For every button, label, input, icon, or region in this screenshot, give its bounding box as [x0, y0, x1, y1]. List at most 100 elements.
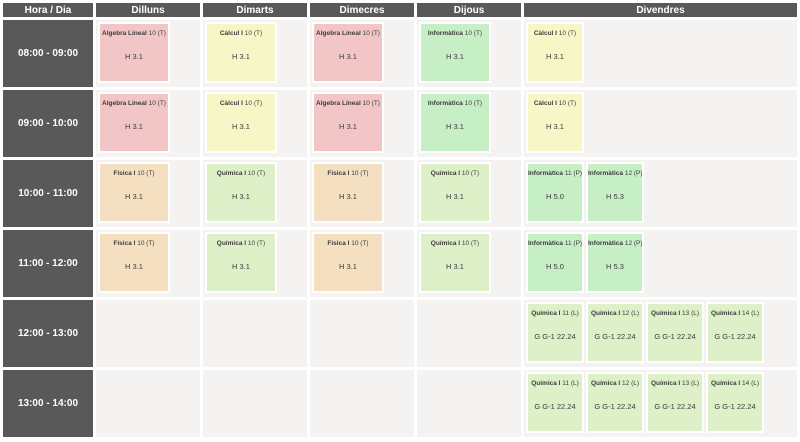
event-card[interactable]: Informàtica 12 (P) H 5.3 — [586, 162, 644, 223]
event-card[interactable]: Química I 11 (L) G G-1 22.24 — [526, 372, 584, 433]
event-card[interactable]: Física I 10 (T) H 3.1 — [312, 232, 384, 293]
event-card[interactable]: Química I 13 (L) G G-1 22.24 — [646, 372, 704, 433]
event-title: Física I 10 (T) — [100, 170, 168, 178]
event-group-type: 14 (L) — [742, 380, 760, 387]
event-card[interactable]: Informàtica 10 (T) H 3.1 — [419, 92, 491, 153]
event-room: H 3.1 — [339, 192, 357, 201]
event-card[interactable]: Química I 11 (L) G G-1 22.24 — [526, 302, 584, 363]
event-subject: Química I — [650, 380, 681, 387]
event-title: Química I 12 (L) — [588, 310, 642, 318]
event-title: Química I 11 (L) — [528, 310, 582, 318]
event-title: Informàtica 11 (P) — [528, 170, 582, 178]
event-group-type: 11 (P) — [564, 170, 582, 177]
cell-dimarts-1: Càlcul I 10 (T) H 3.1 — [203, 90, 307, 157]
event-group-type: 10 (T) — [244, 100, 263, 107]
event-card[interactable]: Càlcul I 10 (T) H 3.1 — [526, 22, 584, 83]
event-card[interactable]: Física I 10 (T) H 3.1 — [98, 162, 170, 223]
day-header-dimarts: Dimarts — [203, 3, 307, 17]
event-card[interactable]: Àlgebra Lineal 10 (T) H 3.1 — [98, 22, 170, 83]
event-subject: Química I — [531, 380, 561, 387]
cell-dimecres-5 — [310, 370, 414, 437]
event-title: Àlgebra Lineal 10 (T) — [100, 100, 168, 108]
cell-dilluns-4 — [96, 300, 200, 367]
event-subject: Àlgebra Lineal — [316, 30, 361, 37]
event-group-type: 10 (T) — [558, 100, 577, 107]
event-card[interactable]: Química I 13 (L) G G-1 22.24 — [646, 302, 704, 363]
event-title: Química I 13 (L) — [648, 310, 702, 318]
event-room: H 5.0 — [546, 192, 564, 201]
cell-dilluns-3: Física I 10 (T) H 3.1 — [96, 230, 200, 297]
event-room: H 3.1 — [339, 122, 357, 131]
event-room: H 3.1 — [446, 122, 464, 131]
event-card[interactable]: Química I 10 (T) H 3.1 — [419, 162, 491, 223]
event-room: G G-1 22.24 — [534, 402, 576, 411]
event-card[interactable]: Informàtica 11 (P) H 5.0 — [526, 162, 584, 223]
day-header-dimecres: Dimecres — [310, 3, 414, 17]
event-group-type: 10 (T) — [558, 30, 577, 37]
cell-dimarts-3: Química I 10 (T) H 3.1 — [203, 230, 307, 297]
cell-dimecres-4 — [310, 300, 414, 367]
event-group-type: 11 (L) — [562, 310, 579, 317]
event-title: Informàtica 10 (T) — [421, 100, 489, 108]
event-subject: Química I — [216, 240, 247, 247]
event-card[interactable]: Càlcul I 10 (T) H 3.1 — [526, 92, 584, 153]
event-group-type: 10 (T) — [244, 30, 263, 37]
event-card[interactable]: Càlcul I 10 (T) H 3.1 — [205, 22, 277, 83]
day-header-dijous: Dijous — [417, 3, 521, 17]
event-room: G G-1 22.24 — [714, 332, 756, 341]
cell-dilluns-1: Àlgebra Lineal 10 (T) H 3.1 — [96, 90, 200, 157]
cell-dijous-5 — [417, 370, 521, 437]
event-card[interactable]: Química I 10 (T) H 3.1 — [205, 162, 277, 223]
cell-dijous-1: Informàtica 10 (T) H 3.1 — [417, 90, 521, 157]
event-card[interactable]: Química I 10 (T) H 3.1 — [205, 232, 277, 293]
event-group-type: 11 (P) — [564, 240, 582, 247]
cell-dijous-2: Química I 10 (T) H 3.1 — [417, 160, 521, 227]
timetable-row: 09:00 - 10:00 Àlgebra Lineal 10 (T) H 3.1 C… — [3, 90, 797, 157]
cell-divendres-1: Càlcul I 10 (T) H 3.1 — [524, 90, 797, 157]
cell-divendres-0: Càlcul I 10 (T) H 3.1 — [524, 20, 797, 87]
event-subject: Química I — [531, 310, 561, 317]
event-group-type: 10 (T) — [137, 170, 155, 177]
event-title: Càlcul I 10 (T) — [528, 100, 582, 108]
event-card[interactable]: Informàtica 12 (P) H 5.3 — [586, 232, 644, 293]
event-subject: Física I — [113, 170, 136, 177]
event-subject: Física I — [327, 240, 350, 247]
event-room: H 5.3 — [606, 192, 624, 201]
event-room: G G-1 22.24 — [654, 332, 696, 341]
event-card[interactable]: Àlgebra Lineal 10 (T) H 3.1 — [312, 92, 384, 153]
cell-dijous-3: Química I 10 (T) H 3.1 — [417, 230, 521, 297]
event-room: H 3.1 — [339, 262, 357, 271]
event-room: H 3.1 — [125, 52, 143, 61]
event-title: Àlgebra Lineal 10 (T) — [100, 30, 168, 38]
event-room: G G-1 22.24 — [594, 332, 636, 341]
event-group-type: 13 (L) — [682, 380, 700, 387]
event-title: Informàtica 12 (P) — [588, 170, 642, 178]
event-room: G G-1 22.24 — [714, 402, 756, 411]
event-card[interactable]: Àlgebra Lineal 10 (T) H 3.1 — [98, 92, 170, 153]
event-card[interactable]: Química I 14 (L) G G-1 22.24 — [706, 372, 764, 433]
event-card[interactable]: Càlcul I 10 (T) H 3.1 — [205, 92, 277, 153]
event-room: H 3.1 — [125, 262, 143, 271]
event-card[interactable]: Química I 14 (L) G G-1 22.24 — [706, 302, 764, 363]
event-card[interactable]: Informàtica 10 (T) H 3.1 — [419, 22, 491, 83]
event-room: H 3.1 — [232, 122, 250, 131]
event-card[interactable]: Física I 10 (T) H 3.1 — [312, 162, 384, 223]
event-card[interactable]: Àlgebra Lineal 10 (T) H 3.1 — [312, 22, 384, 83]
event-room: G G-1 22.24 — [654, 402, 696, 411]
event-card[interactable]: Informàtica 11 (P) H 5.0 — [526, 232, 584, 293]
cell-dimecres-3: Física I 10 (T) H 3.1 — [310, 230, 414, 297]
event-title: Informàtica 10 (T) — [421, 30, 489, 38]
timetable-row: 10:00 - 11:00 Física I 10 (T) H 3.1 Química… — [3, 160, 797, 227]
event-subject: Informàtica — [427, 30, 463, 37]
event-subject: Química I — [650, 310, 681, 317]
event-group-type: 10 (T) — [247, 170, 266, 177]
event-card[interactable]: Física I 10 (T) H 3.1 — [98, 232, 170, 293]
event-card[interactable]: Química I 12 (L) G G-1 22.24 — [586, 302, 644, 363]
cell-divendres-2: Informàtica 11 (P) H 5.0 Informàtica 12 (P… — [524, 160, 797, 227]
event-card[interactable]: Química I 12 (L) G G-1 22.24 — [586, 372, 644, 433]
event-title: Química I 10 (T) — [207, 170, 275, 178]
event-card[interactable]: Química I 10 (T) H 3.1 — [419, 232, 491, 293]
event-group-type: 10 (T) — [137, 240, 155, 247]
event-title: Informàtica 12 (P) — [588, 240, 642, 248]
